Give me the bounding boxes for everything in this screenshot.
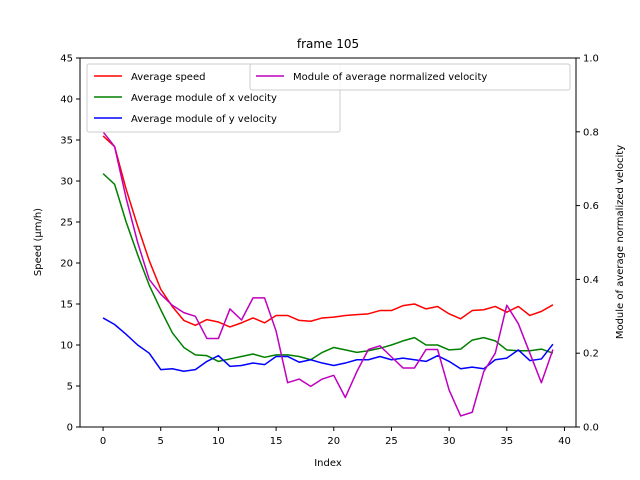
y2-tick-label: 0.6 — [583, 201, 599, 212]
x-tick-label: 30 — [443, 436, 456, 447]
y-tick-label: 45 — [60, 54, 73, 65]
y-tick-label: 10 — [60, 341, 73, 352]
y-tick-label: 20 — [60, 259, 73, 270]
y2-tick-label: 0.0 — [583, 423, 599, 434]
x-tick-label: 20 — [327, 436, 340, 447]
x-axis-label: Index — [314, 458, 342, 469]
plot-frame — [79, 57, 577, 428]
y2-tick-label: 0.4 — [583, 275, 599, 286]
x-tick-label: 35 — [500, 436, 513, 447]
x-tick-label: 5 — [158, 436, 164, 447]
y-tick-label: 0 — [67, 423, 73, 434]
x-tick-label: 25 — [385, 436, 398, 447]
chart-title: frame 105 — [297, 37, 359, 51]
y-tick-label: 25 — [60, 218, 73, 229]
legend-right: Module of average normalized velocity — [249, 63, 571, 91]
x-tick-label: 15 — [270, 436, 283, 447]
y-ticks: 0 5 10 15 20 25 30 35 40 45 — [60, 54, 80, 434]
x-ticks: 0 5 10 15 20 25 30 35 40 — [100, 427, 571, 447]
y2-tick-label: 0.2 — [583, 349, 599, 360]
legend-label-normalized-velocity: Module of average normalized velocity — [293, 72, 487, 83]
series-line-average-speed — [102, 135, 554, 328]
y2-ticks: 0.0 0.2 0.4 0.6 0.8 1.0 — [576, 54, 599, 434]
y-tick-label: 35 — [60, 136, 73, 147]
x-tick-label: 40 — [558, 436, 571, 447]
x-tick-label: 10 — [212, 436, 225, 447]
legend-right-box — [249, 63, 571, 91]
y2-tick-label: 0.8 — [583, 127, 599, 138]
y2-tick-label: 1.0 — [583, 54, 599, 65]
series-line-module-of-average-normalized-velocity — [102, 131, 554, 417]
y2-axis-label: Module of average normalized velocity — [615, 145, 626, 339]
y-tick-label: 5 — [67, 382, 73, 393]
series-line-average-module-of-y-velocity — [102, 317, 554, 372]
legend-label-average-speed: Average speed — [131, 72, 205, 83]
y-axis-label: Speed (μm/h) — [33, 208, 44, 276]
legend-label-y-velocity: Average module of y velocity — [131, 114, 277, 125]
y-tick-label: 30 — [60, 177, 73, 188]
series-line-average-module-of-x-velocity — [102, 173, 554, 363]
x-tick-label: 0 — [100, 436, 106, 447]
y-tick-label: 40 — [60, 95, 73, 106]
y-tick-label: 15 — [60, 300, 73, 311]
legend-label-x-velocity: Average module of x velocity — [131, 93, 277, 104]
plot-lines — [102, 131, 554, 417]
